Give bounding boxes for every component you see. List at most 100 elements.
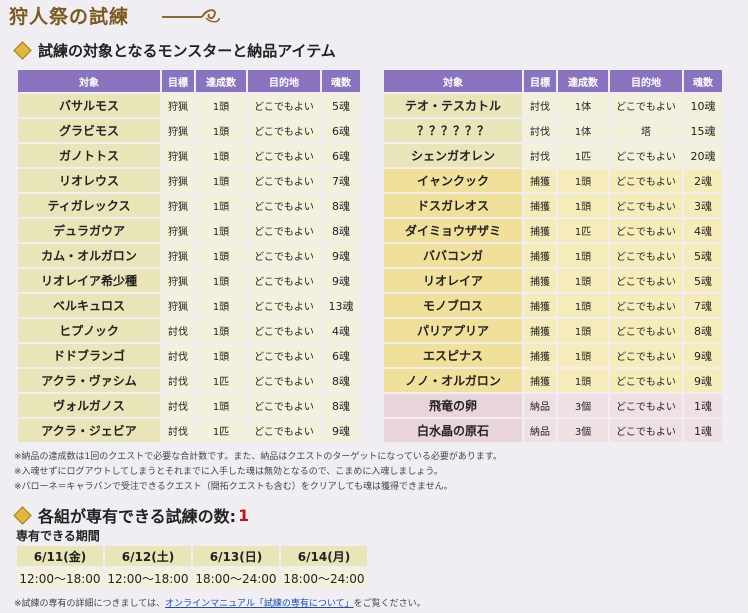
table-row: 飛竜の卵 納品 3個 どこでもよい 1魂	[384, 394, 722, 417]
goal-cell: 狩猟	[162, 269, 194, 292]
souls-cell: 9魂	[322, 269, 360, 292]
table-row: アクラ・ジェビア 討伐 1匹 どこでもよい 9魂	[18, 419, 360, 442]
count-cell: 1匹	[196, 419, 246, 442]
count-cell: 1頭	[196, 319, 246, 342]
col-target: 対象	[18, 70, 160, 92]
period-date: 6/12(土)	[105, 546, 191, 566]
table-row: 白水晶の原石 納品 3個 どこでもよい 1魂	[384, 419, 722, 442]
monster-name: ベルキュロス	[18, 294, 160, 317]
ornament-line-icon	[162, 9, 220, 23]
monster-name: ババコンガ	[384, 244, 522, 267]
monster-name: リオレウス	[18, 169, 160, 192]
monster-name: テオ・テスカトル	[384, 94, 522, 117]
destination-cell: どこでもよい	[610, 219, 682, 242]
goal-cell: 捕獲	[524, 169, 556, 192]
souls-cell: 8魂	[322, 394, 360, 417]
monster-name: バサルモス	[18, 94, 160, 117]
table-row: ババコンガ 捕獲 1頭 どこでもよい 5魂	[384, 244, 722, 267]
destination-cell: どこでもよい	[610, 369, 682, 392]
count-cell: 1頭	[558, 169, 608, 192]
count-cell: 1頭	[196, 394, 246, 417]
goal-cell: 捕獲	[524, 319, 556, 342]
count-cell: 1頭	[558, 319, 608, 342]
goal-cell: 捕獲	[524, 269, 556, 292]
count-cell: 1頭	[558, 294, 608, 317]
table-row: ダイミョウザザミ 捕獲 1匹 どこでもよい 4魂	[384, 219, 722, 242]
col-count: 達成数	[196, 70, 246, 92]
table-row: バサルモス 狩猟 1頭 どこでもよい 5魂	[18, 94, 360, 117]
count-cell: 1頭	[196, 344, 246, 367]
exclusive-count: 1	[238, 505, 250, 525]
monster-name: エスピナス	[384, 344, 522, 367]
table-row: アクラ・ヴァシム 討伐 1匹 どこでもよい 8魂	[18, 369, 360, 392]
table-row: ガノトトス 狩猟 1頭 どこでもよい 6魂	[18, 144, 360, 167]
souls-cell: 1魂	[684, 419, 722, 442]
col-souls: 魂数	[684, 70, 722, 92]
count-cell: 1頭	[196, 169, 246, 192]
table-row: シェンガオレン 討伐 1匹 どこでもよい 20魂	[384, 144, 722, 167]
table-row: イャンクック 捕獲 1頭 どこでもよい 2魂	[384, 169, 722, 192]
count-cell: 1頭	[196, 144, 246, 167]
count-cell: 1頭	[196, 119, 246, 142]
col-target: 対象	[384, 70, 522, 92]
destination-cell: どこでもよい	[610, 419, 682, 442]
table-row: グラビモス 狩猟 1頭 どこでもよい 6魂	[18, 119, 360, 142]
goal-cell: 討伐	[524, 119, 556, 142]
period-time: 18:00〜24:00	[193, 568, 279, 588]
destination-cell: どこでもよい	[248, 244, 320, 267]
count-cell: 1匹	[558, 219, 608, 242]
monster-name: グラビモス	[18, 119, 160, 142]
count-cell: 1匹	[196, 369, 246, 392]
note-line: ※入魂せずにログアウトしてしまうとそれまでに入手した魂は無効となるので、こまめに…	[14, 467, 443, 477]
count-cell: 1体	[558, 119, 608, 142]
table-row: リオレイア希少種 狩猟 1頭 どこでもよい 9魂	[18, 269, 360, 292]
monster-name: ヒプノック	[18, 319, 160, 342]
count-cell: 3個	[558, 394, 608, 417]
table-row: ヒプノック 討伐 1頭 どこでもよい 4魂	[18, 319, 360, 342]
section-exclusive-title: 各組が専有できる試練の数:	[38, 507, 237, 526]
monster-name: ？？？？？？	[384, 119, 522, 142]
goal-cell: 狩猟	[162, 219, 194, 242]
souls-cell: 7魂	[684, 294, 722, 317]
goal-cell: 討伐	[524, 94, 556, 117]
monster-table-right: 対象 目標 達成数 目的地 魂数 テオ・テスカトル 討伐 1体 どこでもよい 10魂？？…	[382, 68, 724, 444]
monster-name: リオレイア	[384, 269, 522, 292]
note-line: ※納品の達成数は1回のクエストで必要な合計数です。また、納品はクエストのターゲッ…	[14, 452, 503, 462]
destination-cell: どこでもよい	[248, 369, 320, 392]
page-title: 狩人祭の試練	[9, 6, 130, 28]
destination-cell: どこでもよい	[610, 294, 682, 317]
souls-cell: 4魂	[322, 319, 360, 342]
destination-cell: どこでもよい	[248, 94, 320, 117]
monster-name: ノノ・オルガロン	[384, 369, 522, 392]
goal-cell: 狩猟	[162, 169, 194, 192]
souls-cell: 9魂	[684, 369, 722, 392]
destination-cell: どこでもよい	[248, 269, 320, 292]
note-line: ※パローネ＝キャラバンで受注できるクエスト（開拓クエストも含む）をクリアしても魂…	[14, 482, 453, 492]
monster-name: ティガレックス	[18, 194, 160, 217]
col-count: 達成数	[558, 70, 608, 92]
destination-cell: どこでもよい	[610, 144, 682, 167]
souls-cell: 8魂	[322, 194, 360, 217]
souls-cell: 6魂	[322, 119, 360, 142]
destination-cell: どこでもよい	[610, 244, 682, 267]
souls-cell: 9魂	[322, 419, 360, 442]
table-row: エスピナス 捕獲 1頭 どこでもよい 9魂	[384, 344, 722, 367]
manual-link[interactable]: オンラインマニュアル「試練の専有について」	[165, 599, 354, 609]
souls-cell: 5魂	[684, 269, 722, 292]
count-cell: 1頭	[558, 344, 608, 367]
count-cell: 1頭	[196, 219, 246, 242]
souls-cell: 9魂	[684, 344, 722, 367]
count-cell: 3個	[558, 419, 608, 442]
monster-name: ガノトトス	[18, 144, 160, 167]
notes: ※納品の達成数は1回のクエストで必要な合計数です。また、納品はクエストのターゲッ…	[14, 450, 502, 495]
table-row: パリアプリア 捕獲 1頭 どこでもよい 8魂	[384, 319, 722, 342]
monster-name: モノブロス	[384, 294, 522, 317]
goal-cell: 納品	[524, 419, 556, 442]
destination-cell: どこでもよい	[248, 319, 320, 342]
table-row: ティガレックス 狩猟 1頭 どこでもよい 8魂	[18, 194, 360, 217]
souls-cell: 4魂	[684, 219, 722, 242]
count-cell: 1頭	[196, 194, 246, 217]
monster-name: アクラ・ヴァシム	[18, 369, 160, 392]
souls-cell: 1魂	[684, 394, 722, 417]
goal-cell: 狩猟	[162, 119, 194, 142]
